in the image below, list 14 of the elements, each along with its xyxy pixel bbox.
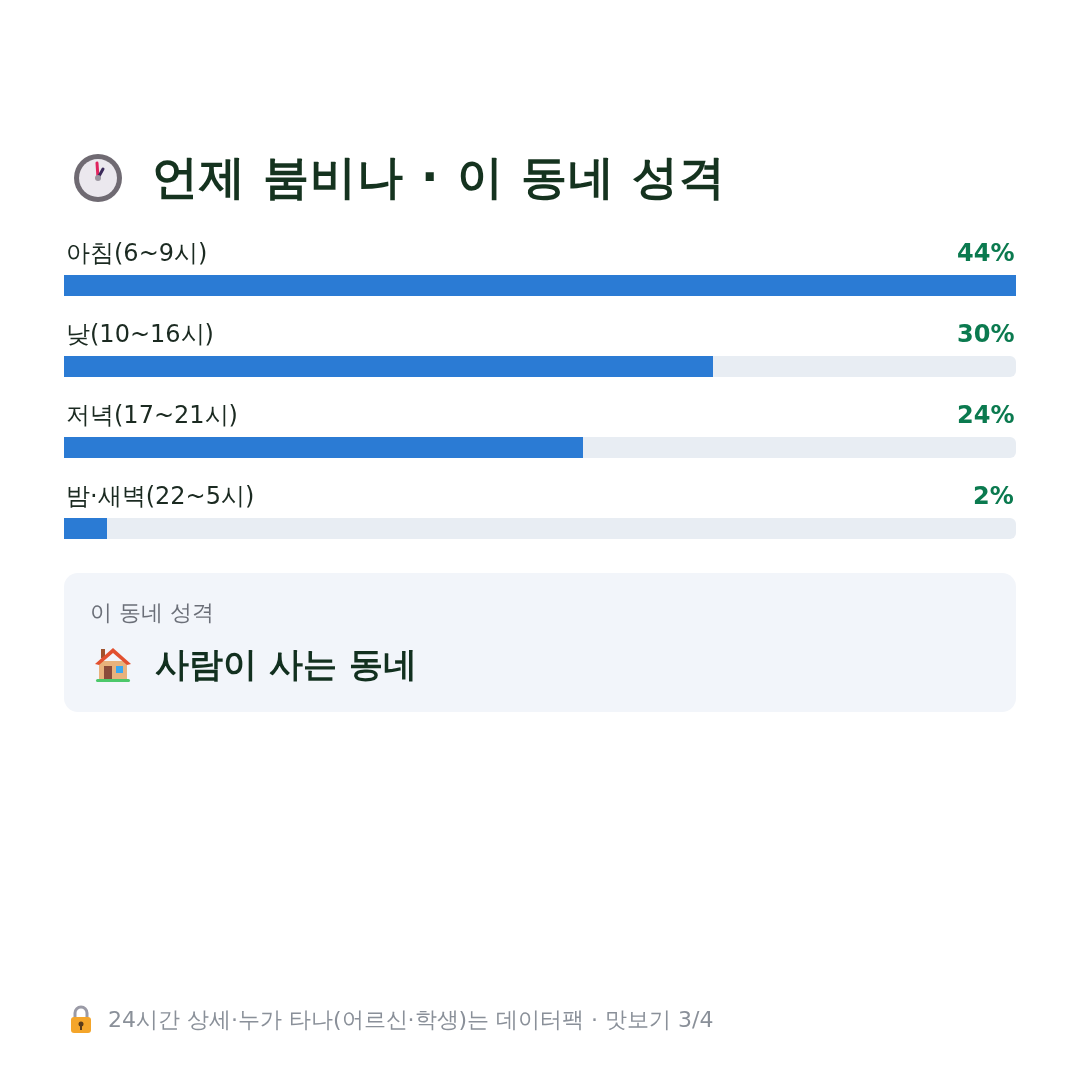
y-tick-label: 낮(10~16시) [66, 320, 214, 348]
bar [64, 517, 108, 540]
y-tick-label: 아침(6~9시) [66, 239, 208, 267]
chart-title: 언제 붐비나 · 이 동네 성격 [152, 149, 726, 206]
data-label: 30% [957, 320, 1015, 348]
data-label: 24% [957, 401, 1015, 429]
data-label: 2% [973, 482, 1014, 510]
text: 사람이 사는 동네 [155, 643, 417, 686]
bar [64, 274, 1016, 297]
data-label: 44% [957, 239, 1015, 267]
text: 24시간 상세·누가 타나(어르신·학생)는 데이터팩 · 맛보기 3/4 [108, 1006, 714, 1034]
y-tick-label: 밤·새벽(22~5시) [66, 482, 255, 510]
text: 이 동네 성격 [90, 599, 214, 627]
y-tick-label: 저녁(17~21시) [66, 401, 238, 429]
